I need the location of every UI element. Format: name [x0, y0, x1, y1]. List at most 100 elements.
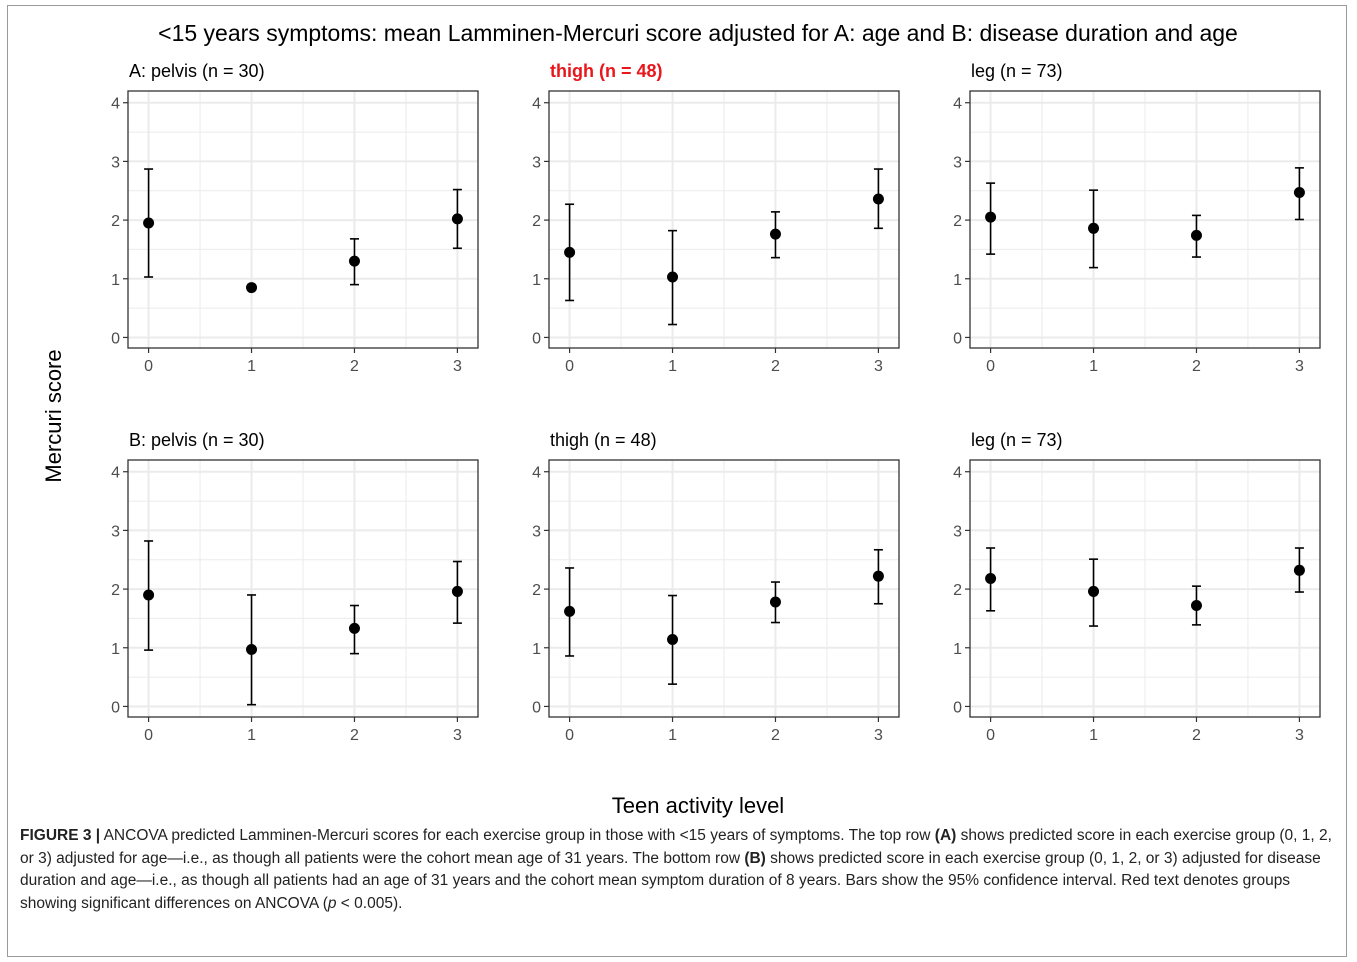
x-tick-label: 1 [247, 358, 256, 375]
data-point [246, 644, 258, 656]
facet-panel: A: pelvis (n = 30) 0 1 2 3 4 0 1 2 3 [111, 61, 479, 375]
x-tick-label: 2 [771, 358, 780, 375]
y-tick-label: 3 [532, 154, 541, 171]
y-tick-label: 1 [953, 272, 962, 289]
panel-title: thigh (n = 48) [550, 430, 657, 450]
data-point [564, 605, 576, 617]
x-tick-label: 1 [1089, 358, 1098, 375]
x-tick-label: 1 [668, 727, 677, 744]
x-tick-label: 0 [986, 358, 995, 375]
caption-ref-a: (A) [934, 827, 957, 844]
facet-panel: thigh (n = 48) 0 1 2 3 4 0 1 2 3 [532, 61, 900, 375]
y-tick-label: 0 [953, 330, 962, 347]
data-point [143, 589, 155, 601]
panel-title: A: pelvis (n = 30) [129, 61, 265, 81]
y-tick-label: 2 [953, 213, 962, 230]
figure-frame [7, 5, 1347, 957]
panel-title: B: pelvis (n = 30) [129, 430, 265, 450]
caption-text-3: shows predicted score in each exercise g… [20, 849, 1321, 912]
x-tick-label: 3 [1295, 727, 1304, 744]
data-point [1190, 229, 1202, 241]
x-tick-label: 0 [144, 727, 153, 744]
data-point [769, 596, 781, 608]
y-tick-label: 4 [953, 96, 962, 113]
y-tick-label: 4 [953, 465, 962, 482]
data-point [985, 211, 997, 223]
panel-title: leg (n = 73) [971, 61, 1063, 81]
x-tick-label: 0 [986, 727, 995, 744]
y-tick-label: 3 [953, 523, 962, 540]
data-point [451, 585, 463, 597]
x-tick-label: 0 [144, 358, 153, 375]
caption-ref-b: (B) [744, 849, 766, 867]
y-tick-label: 2 [532, 582, 541, 599]
y-tick-label: 4 [532, 465, 541, 482]
data-point [348, 622, 360, 634]
x-tick-label: 2 [1192, 727, 1201, 744]
facet-panel: thigh (n = 48) 0 1 2 3 4 0 1 2 3 [532, 430, 900, 744]
facet-panel: B: pelvis (n = 30) 0 1 2 3 4 0 1 2 3 [111, 430, 479, 744]
x-tick-label: 0 [565, 727, 574, 744]
y-tick-label: 0 [953, 699, 962, 716]
facet-panel: leg (n = 73) 0 1 2 3 4 0 1 2 3 [953, 61, 1321, 375]
data-point [985, 573, 997, 585]
facet-panel: leg (n = 73) 0 1 2 3 4 0 1 2 3 [953, 430, 1321, 744]
x-tick-label: 3 [453, 358, 462, 375]
y-tick-label: 1 [532, 272, 541, 289]
chart-canvas: <15 years symptoms: mean Lamminen-Mercur… [41, 20, 1321, 818]
x-axis-label: Teen activity level [612, 793, 784, 818]
y-tick-label: 4 [532, 96, 541, 113]
x-tick-label: 2 [350, 727, 359, 744]
y-tick-label: 0 [111, 330, 120, 347]
y-tick-label: 0 [111, 699, 120, 716]
x-tick-label: 2 [771, 727, 780, 744]
data-point [1088, 222, 1100, 234]
y-axis-label: Mercuri score [41, 349, 66, 482]
x-tick-label: 1 [1089, 727, 1098, 744]
y-tick-label: 0 [532, 330, 541, 347]
data-point [348, 255, 360, 267]
y-tick-label: 1 [111, 272, 120, 289]
figure-title: <15 years symptoms: mean Lamminen-Mercur… [158, 20, 1238, 46]
data-point [872, 570, 884, 582]
caption-text-1: ANCOVA predicted Lamminen-Mercuri scores… [100, 827, 935, 844]
data-point [143, 217, 155, 229]
caption-text-4: < 0.005). [336, 894, 403, 912]
data-point [1293, 187, 1305, 199]
data-point [1190, 600, 1202, 612]
y-tick-label: 3 [111, 154, 120, 171]
y-tick-label: 4 [111, 96, 120, 113]
y-tick-label: 3 [953, 154, 962, 171]
x-tick-label: 3 [1295, 358, 1304, 375]
data-point [667, 634, 679, 646]
y-tick-label: 1 [953, 641, 962, 658]
figure-caption: FIGURE 3 | ANCOVA predicted Lamminen-Mer… [20, 825, 1340, 915]
data-point [246, 282, 258, 294]
data-point [769, 228, 781, 240]
data-point [667, 271, 679, 283]
x-tick-label: 1 [668, 358, 677, 375]
y-tick-label: 1 [111, 641, 120, 658]
data-point [451, 213, 463, 225]
y-tick-label: 4 [111, 465, 120, 482]
x-tick-label: 2 [350, 358, 359, 375]
y-tick-label: 0 [532, 699, 541, 716]
y-tick-label: 2 [111, 213, 120, 230]
panel-title: thigh (n = 48) [550, 61, 663, 81]
y-tick-label: 3 [532, 523, 541, 540]
y-tick-label: 2 [111, 582, 120, 599]
x-tick-label: 2 [1192, 358, 1201, 375]
y-tick-label: 3 [111, 523, 120, 540]
caption-p-symbol: p [327, 894, 337, 912]
x-tick-label: 3 [874, 358, 883, 375]
x-tick-label: 3 [453, 727, 462, 744]
x-tick-label: 0 [565, 358, 574, 375]
x-tick-label: 1 [247, 727, 256, 744]
x-tick-label: 3 [874, 727, 883, 744]
y-tick-label: 1 [532, 641, 541, 658]
y-tick-label: 2 [953, 582, 962, 599]
data-point [564, 246, 576, 258]
caption-text-2: shows predicted score in each exercise g… [20, 827, 1332, 867]
panel-title: leg (n = 73) [971, 430, 1063, 450]
